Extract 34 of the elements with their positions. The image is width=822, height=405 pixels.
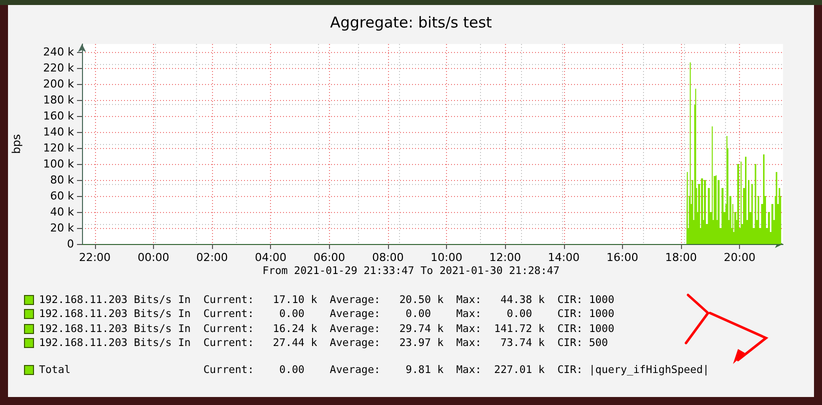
x-tick-label: 08:00 [372,251,404,264]
y-tick-label: 0 [67,238,74,250]
chart-title: Aggregate: bits/s test [330,14,492,32]
y-tick-label: 60 k [50,190,75,202]
text: 192.168.11.203 Bits/s In Current: 16.24 k Average: 29.74 k Max: 141.72 k CIR: 1000 [39,322,614,335]
y-tick-label: 80 k [50,174,75,186]
y-tick-label: 160 k [43,110,75,122]
text: Current: 0.00 Average: 9.81 k Max: 227.01 k CIR: |query_ifHighSpeed| [203,364,710,376]
x-tick-label: 20:00 [724,251,756,264]
text: 192.168.11.203 Bits/s In Current: 17.10 k Average: 20.50 k Max: 44.38 k CIR: 1000 [39,294,614,306]
text: 192.168.11.203 Bits/s In Current: 27.44 k Average: 23.97 k Max: 73.74 k CIR: 500 [39,337,608,350]
x-tick-label: 06:00 [313,251,346,264]
text: From 2021-01-29 21:33:47 To 2021-01-30 21:28:47 [261,265,561,277]
y-tick-label: 180 k [43,94,75,106]
x-tick-label: 04:00 [254,251,287,264]
text: 192.168.11.203 Bits/s In Current: 0.00 Average: 0.00 Max: 0.00 CIR: 1000 [39,308,614,320]
y-tick-label: 140 k [43,126,75,138]
x-tick-label: 00:00 [138,251,170,264]
x-tick-label: 14:00 [548,251,580,264]
x-tick-label: 02:00 [196,251,228,264]
x-tick-label: 16:00 [606,251,638,264]
x-tick-label: 18:00 [665,251,697,264]
legend-label: Total [39,364,72,376]
y-tick-label: 240 k [43,46,75,58]
y-tick-label: 220 k [43,62,75,74]
y-tick-label: 200 k [43,78,75,90]
y-tick-label: 40 k [50,206,75,218]
x-tick-label: 22:00 [78,251,111,264]
y-tick-label: 100 k [43,158,75,170]
y-tick-label: 120 k [43,142,75,154]
y-axis-title: bps [10,134,23,154]
x-tick-label: 12:00 [489,251,521,264]
x-tick-label: 10:00 [430,251,462,264]
y-tick-label: 20 k [50,222,75,234]
